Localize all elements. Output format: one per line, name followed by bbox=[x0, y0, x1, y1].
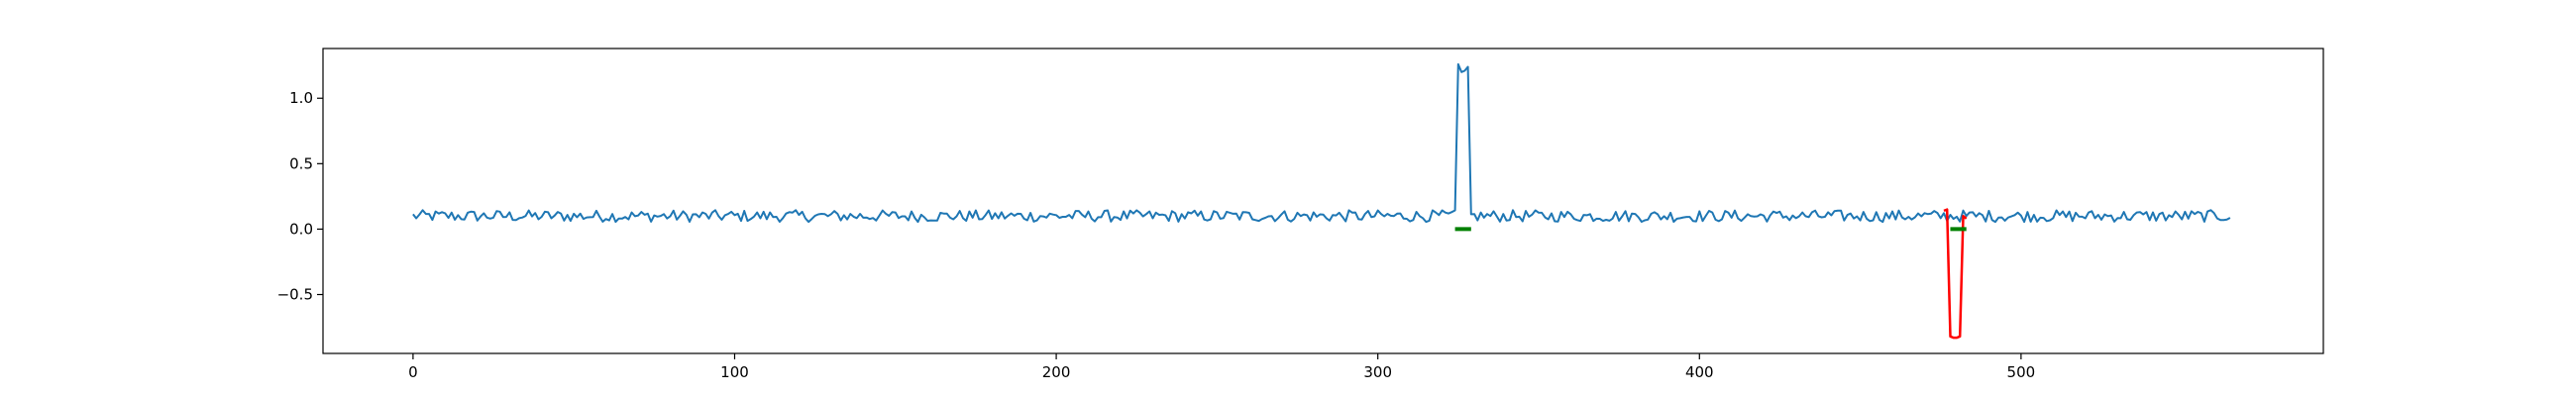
series-signal-line bbox=[412, 62, 2231, 224]
x-tick-label: 0 bbox=[408, 363, 418, 381]
plot-area bbox=[412, 62, 2231, 340]
y-tick-label: 0.0 bbox=[289, 220, 313, 238]
y-tick-label: 1.0 bbox=[289, 89, 313, 107]
x-tick-label: 300 bbox=[1363, 363, 1392, 381]
x-tick-label: 400 bbox=[1685, 363, 1714, 381]
x-tick-label: 100 bbox=[720, 363, 749, 381]
axes: 0 100 200 300 400 500 1.0 0.5 0.0 −0.5 bbox=[277, 48, 2324, 381]
series-anomaly-line bbox=[1943, 208, 1968, 340]
y-tick-label: −0.5 bbox=[277, 286, 313, 304]
y-tick-label: 0.5 bbox=[289, 154, 313, 172]
axes-frame bbox=[322, 48, 2324, 354]
x-tick-label: 200 bbox=[1042, 363, 1071, 381]
x-tick-label: 500 bbox=[2007, 363, 2036, 381]
